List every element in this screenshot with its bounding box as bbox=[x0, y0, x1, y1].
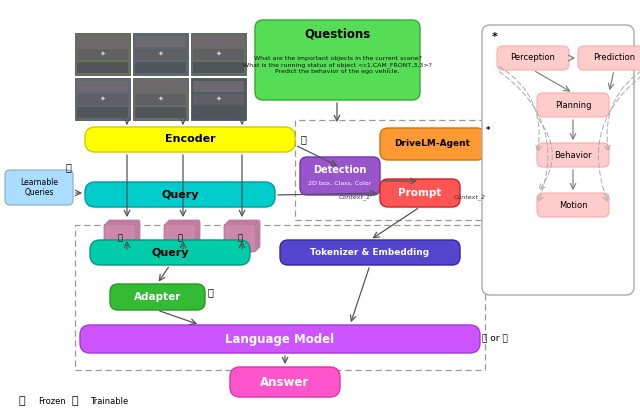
Text: Prompt: Prompt bbox=[398, 188, 442, 198]
FancyBboxPatch shape bbox=[228, 220, 260, 248]
Bar bbox=[77, 62, 128, 73]
Bar bbox=[135, 62, 186, 73]
Text: Trainable: Trainable bbox=[90, 396, 128, 405]
Bar bbox=[77, 107, 128, 118]
Text: 🔥: 🔥 bbox=[207, 287, 213, 297]
FancyBboxPatch shape bbox=[108, 220, 140, 248]
FancyBboxPatch shape bbox=[168, 220, 200, 248]
Bar bbox=[133, 33, 188, 75]
Text: 💎: 💎 bbox=[19, 396, 26, 406]
FancyBboxPatch shape bbox=[85, 127, 295, 152]
FancyBboxPatch shape bbox=[80, 325, 480, 353]
Bar bbox=[75, 78, 130, 120]
Text: ✦: ✦ bbox=[157, 96, 163, 102]
Bar bbox=[133, 78, 188, 120]
FancyBboxPatch shape bbox=[380, 179, 460, 207]
Bar bbox=[193, 81, 244, 92]
Text: Behavior: Behavior bbox=[554, 151, 592, 159]
Text: Context_2: Context_2 bbox=[454, 194, 486, 200]
Bar bbox=[193, 62, 244, 73]
FancyBboxPatch shape bbox=[497, 46, 569, 70]
FancyBboxPatch shape bbox=[578, 46, 640, 70]
FancyBboxPatch shape bbox=[537, 93, 609, 117]
Text: Tokenizer & Embedding: Tokenizer & Embedding bbox=[310, 248, 429, 257]
FancyBboxPatch shape bbox=[104, 224, 136, 252]
Bar bbox=[191, 33, 246, 75]
Text: Perception: Perception bbox=[511, 54, 556, 63]
Text: Detection: Detection bbox=[314, 165, 367, 175]
Text: 🖼: 🖼 bbox=[118, 234, 122, 242]
FancyBboxPatch shape bbox=[106, 222, 138, 250]
FancyBboxPatch shape bbox=[226, 222, 258, 250]
Bar bbox=[193, 49, 244, 60]
Bar bbox=[193, 94, 244, 105]
Text: DriveLM-Agent: DriveLM-Agent bbox=[394, 139, 470, 149]
FancyBboxPatch shape bbox=[255, 20, 420, 100]
FancyBboxPatch shape bbox=[537, 143, 609, 167]
Text: ✦: ✦ bbox=[216, 96, 221, 102]
Bar bbox=[135, 36, 186, 47]
Text: 🔥: 🔥 bbox=[65, 162, 71, 172]
Text: *: * bbox=[486, 127, 490, 136]
Text: Motion: Motion bbox=[559, 200, 588, 210]
FancyBboxPatch shape bbox=[280, 240, 460, 265]
FancyBboxPatch shape bbox=[90, 240, 250, 265]
Text: Context_1: Context_1 bbox=[339, 194, 371, 200]
Bar bbox=[77, 94, 128, 105]
Text: Adapter: Adapter bbox=[134, 292, 181, 302]
Text: Prediction: Prediction bbox=[593, 54, 635, 63]
Bar bbox=[191, 78, 246, 120]
FancyBboxPatch shape bbox=[482, 25, 634, 295]
Text: Language Model: Language Model bbox=[225, 332, 335, 346]
Text: 🖼: 🖼 bbox=[177, 234, 182, 242]
FancyBboxPatch shape bbox=[166, 222, 198, 250]
Bar bbox=[135, 81, 186, 92]
Text: Learnable
Queries: Learnable Queries bbox=[20, 178, 58, 197]
Text: 💎 or 🔥: 💎 or 🔥 bbox=[482, 334, 508, 344]
Text: ✦: ✦ bbox=[100, 96, 106, 102]
Bar bbox=[75, 33, 130, 75]
Text: *: * bbox=[492, 32, 498, 42]
Text: Answer: Answer bbox=[260, 376, 310, 388]
FancyBboxPatch shape bbox=[230, 367, 340, 397]
Text: 🔥: 🔥 bbox=[72, 396, 78, 406]
Bar bbox=[77, 36, 128, 47]
Text: 2D box, Class, Color: 2D box, Class, Color bbox=[308, 181, 372, 186]
FancyBboxPatch shape bbox=[164, 224, 196, 252]
Bar bbox=[77, 81, 128, 92]
Bar bbox=[77, 49, 128, 60]
FancyBboxPatch shape bbox=[110, 284, 205, 310]
FancyBboxPatch shape bbox=[5, 170, 73, 205]
Bar bbox=[193, 36, 244, 47]
Text: ✦: ✦ bbox=[157, 51, 163, 57]
Text: 🖼: 🖼 bbox=[237, 234, 243, 242]
Text: Frozen: Frozen bbox=[38, 396, 66, 405]
Text: Query: Query bbox=[161, 190, 199, 200]
FancyBboxPatch shape bbox=[380, 128, 485, 160]
Bar bbox=[135, 107, 186, 118]
Text: Planning: Planning bbox=[555, 100, 591, 110]
Text: What are the important objects in the current scene?
What is the running status : What are the important objects in the cu… bbox=[243, 56, 432, 73]
Bar bbox=[193, 107, 244, 118]
Bar bbox=[135, 94, 186, 105]
FancyBboxPatch shape bbox=[300, 157, 380, 195]
Text: ✦: ✦ bbox=[100, 51, 106, 57]
Text: Questions: Questions bbox=[305, 27, 371, 41]
Bar bbox=[135, 49, 186, 60]
FancyBboxPatch shape bbox=[537, 193, 609, 217]
Text: ✦: ✦ bbox=[216, 51, 221, 57]
FancyBboxPatch shape bbox=[85, 182, 275, 207]
FancyBboxPatch shape bbox=[224, 224, 256, 252]
Text: Encoder: Encoder bbox=[164, 134, 215, 144]
Text: 💎: 💎 bbox=[300, 134, 306, 144]
Text: Query: Query bbox=[151, 247, 189, 257]
